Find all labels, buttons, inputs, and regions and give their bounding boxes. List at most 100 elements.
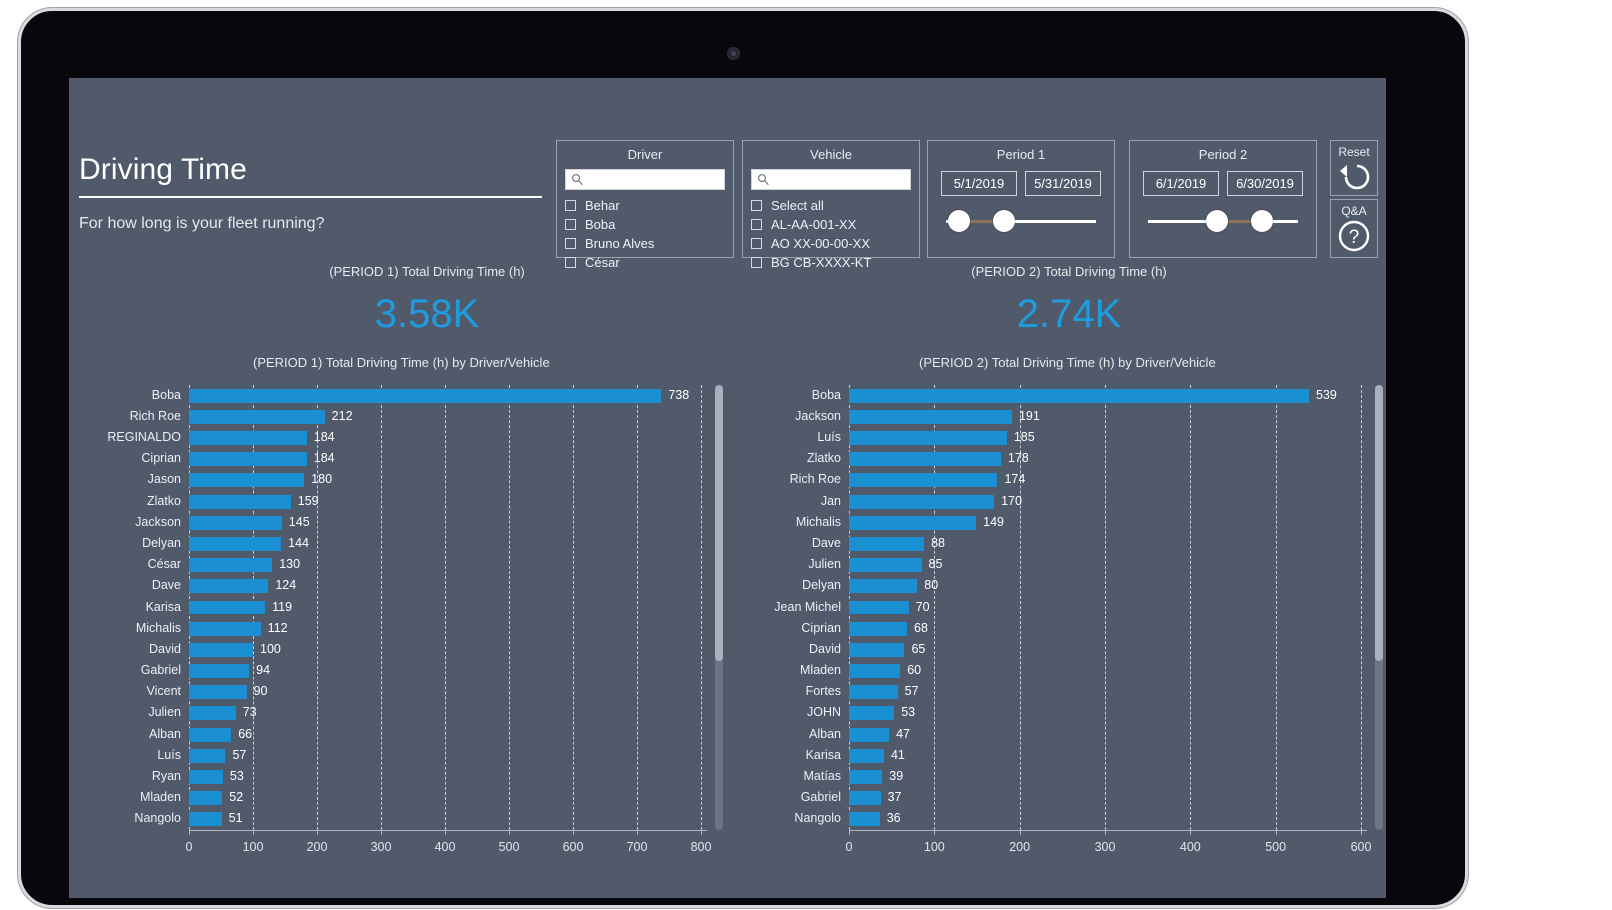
bar[interactable]	[189, 452, 307, 467]
slicer-vehicle-option[interactable]: AO XX-00-00-XX	[751, 234, 911, 253]
slicer-driver-search[interactable]	[565, 169, 725, 190]
bar[interactable]	[189, 430, 307, 445]
checkbox-icon[interactable]	[751, 257, 762, 268]
chart-vertical-scrollbar[interactable]	[715, 385, 723, 830]
bar[interactable]	[189, 536, 282, 551]
bar[interactable]	[849, 494, 995, 509]
slicer-vehicle-option[interactable]: AL-AA-001-XX	[751, 215, 911, 234]
period-1-slider-handle-right[interactable]	[993, 210, 1015, 232]
bar-value-label: 73	[242, 705, 257, 720]
bar[interactable]	[849, 642, 905, 657]
bar[interactable]	[849, 473, 998, 488]
checkbox-icon[interactable]	[751, 219, 762, 230]
chart-period-1[interactable]: 0 100 200 300 400 500 600 700 800 Boba 738 Rich Roe…	[77, 375, 727, 870]
bar[interactable]	[849, 558, 922, 573]
slicer-vehicle-options[interactable]: Select all AL-AA-001-XX AO XX-00-00-XX BG C…	[743, 196, 919, 272]
bar[interactable]	[849, 579, 918, 594]
reset-button[interactable]: Reset	[1330, 140, 1378, 196]
slicer-option-label: BG CB-XXXX-KT	[771, 255, 872, 270]
checkbox-icon[interactable]	[565, 257, 576, 268]
period-2-slider-handle-left[interactable]	[1206, 210, 1228, 232]
bar-category-label: David	[809, 641, 841, 656]
slicer-vehicle[interactable]: Vehicle Select all AL-AA-001-XX AO XX-00-0…	[742, 140, 920, 270]
checkbox-icon[interactable]	[565, 238, 576, 249]
slicer-driver-option[interactable]: Boba	[565, 215, 725, 234]
bar[interactable]	[849, 621, 908, 636]
bar[interactable]	[189, 685, 247, 700]
chart-gridline	[1361, 385, 1362, 830]
x-axis-label: 600	[1350, 840, 1372, 854]
bar[interactable]	[189, 515, 282, 530]
period-2-slider-handle-right[interactable]	[1251, 210, 1273, 232]
bar[interactable]	[189, 727, 232, 742]
slicer-vehicle-option[interactable]: Select all	[751, 196, 911, 215]
bar-category-label: Jean Michel	[774, 599, 841, 614]
x-axis-label: 0	[845, 840, 853, 854]
bar[interactable]	[849, 812, 880, 827]
bar[interactable]	[849, 600, 909, 615]
slicer-driver[interactable]: Driver Behar Boba Bruno Alves César	[556, 140, 734, 270]
x-axis-tick	[317, 830, 318, 835]
period-1-slicer[interactable]: Period 1 5/1/2019 5/31/2019	[927, 140, 1115, 258]
bar[interactable]	[849, 685, 898, 700]
bar-category-label: Jan	[820, 493, 841, 508]
bar[interactable]	[849, 727, 890, 742]
powerbi-report-canvas: Driving Time For how long is your fleet …	[69, 78, 1386, 898]
bar-category-label: Rich Roe	[129, 408, 181, 423]
bar[interactable]	[849, 706, 895, 721]
bar-value-label: 94	[256, 663, 271, 678]
qna-button[interactable]: Q&A ?	[1330, 199, 1378, 258]
bar[interactable]	[849, 515, 977, 530]
bar[interactable]	[849, 452, 1001, 467]
period-1-start-date[interactable]: 5/1/2019	[941, 171, 1017, 196]
bar[interactable]	[849, 409, 1012, 424]
period-1-slider-handle-left[interactable]	[948, 210, 970, 232]
bar[interactable]	[849, 430, 1007, 445]
period-2-start-date[interactable]: 6/1/2019	[1143, 171, 1219, 196]
bar-category-label: Nangolo	[794, 811, 841, 826]
slicer-driver-options[interactable]: Behar Boba Bruno Alves César	[557, 196, 733, 272]
bar[interactable]	[189, 791, 223, 806]
bar[interactable]	[189, 748, 226, 763]
bar[interactable]	[189, 642, 253, 657]
chart-gridline	[1019, 385, 1021, 830]
period-2-end-date[interactable]: 6/30/2019	[1227, 171, 1303, 196]
bar[interactable]	[189, 770, 223, 784]
checkbox-icon[interactable]	[751, 238, 762, 249]
checkbox-icon[interactable]	[565, 200, 576, 211]
bar[interactable]	[849, 664, 901, 679]
slicer-vehicle-option[interactable]: BG CB-XXXX-KT	[751, 253, 911, 272]
chart-vertical-scrollbar[interactable]	[1375, 385, 1383, 830]
slicer-driver-option[interactable]: César	[565, 253, 725, 272]
checkbox-icon[interactable]	[565, 219, 576, 230]
bar[interactable]	[849, 388, 1309, 403]
bar[interactable]	[189, 473, 305, 488]
x-axis-label: 200	[1009, 840, 1031, 854]
bar-value-label: 37	[887, 790, 902, 805]
bar[interactable]	[189, 579, 269, 594]
bar[interactable]	[189, 706, 236, 721]
slicer-vehicle-search[interactable]	[751, 169, 911, 190]
period-1-slider[interactable]	[946, 210, 1096, 234]
chart-scrollbar-thumb[interactable]	[1375, 385, 1383, 661]
slicer-driver-option[interactable]: Behar	[565, 196, 725, 215]
bar[interactable]	[189, 409, 325, 424]
bar[interactable]	[189, 494, 291, 509]
bar[interactable]	[189, 664, 250, 679]
bar[interactable]	[849, 791, 881, 806]
bar[interactable]	[849, 536, 925, 551]
chart-period-2[interactable]: 0 100 200 300 400 500 600 Boba 539 Jackson 191 Luís…	[737, 375, 1386, 870]
bar[interactable]	[849, 748, 884, 763]
period-1-end-date[interactable]: 5/31/2019	[1025, 171, 1101, 196]
checkbox-icon[interactable]	[751, 200, 762, 211]
slicer-driver-option[interactable]: Bruno Alves	[565, 234, 725, 253]
bar[interactable]	[189, 388, 662, 403]
bar[interactable]	[189, 621, 261, 636]
bar[interactable]	[189, 812, 222, 827]
bar[interactable]	[849, 770, 883, 784]
bar[interactable]	[189, 558, 273, 573]
chart-scrollbar-thumb[interactable]	[715, 385, 723, 661]
period-2-slider[interactable]	[1148, 210, 1298, 234]
bar[interactable]	[189, 600, 266, 615]
period-2-slicer[interactable]: Period 2 6/1/2019 6/30/2019	[1129, 140, 1317, 258]
